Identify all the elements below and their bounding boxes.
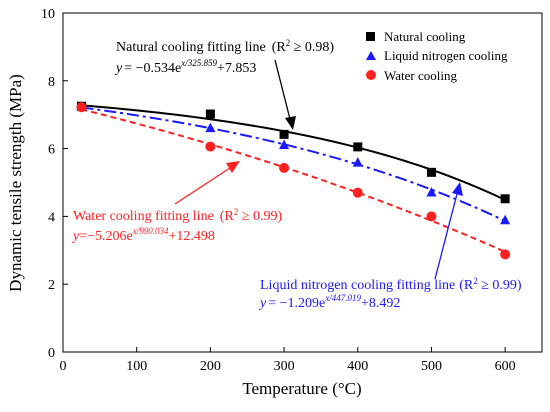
ln-fit-r2: (R <box>459 278 474 293</box>
water-cooling-point <box>426 211 437 222</box>
water-cooling-point <box>279 162 290 173</box>
svg-text:Natural cooling fitting line(R: Natural cooling fitting line (R2 ≥ 0.98) <box>116 38 334 55</box>
liquid-nitrogen-cooling-fit-line <box>81 106 506 222</box>
svg-text:y= −1.209ex/447.019+8.492: y = −1.209ex/447.019+8.492 <box>258 293 400 311</box>
natural-annotation-arrow <box>274 59 292 124</box>
data-markers <box>76 101 511 260</box>
water-fit-eq-exp: x/990.034 <box>132 226 169 236</box>
natural-fit-eq-mid: = −0.534e <box>124 61 181 76</box>
liquid-nitrogen-cooling-point <box>500 214 511 225</box>
x-tick-label: 400 <box>347 359 368 374</box>
natural-fit-eq-y: y <box>114 61 123 76</box>
water-fit-eq-y: y <box>71 229 80 244</box>
x-tick-label: 600 <box>495 359 516 374</box>
legend-label-water-cooling: Water cooling <box>384 68 457 83</box>
ln-fit-r2-tail: ≥ 0.99) <box>478 278 522 293</box>
y-tick-label: 6 <box>48 143 55 158</box>
natural-fit-label: Natural cooling fitting line <box>116 40 266 55</box>
legend-label-liquid-nitrogen-cooling: Liquid nitrogen cooling <box>384 48 508 63</box>
plot-area-frame <box>62 12 543 353</box>
annotation-natural-cooling: Natural cooling fitting line (R2 ≥ 0.98) … <box>114 38 334 130</box>
legend-marker-water-cooling <box>366 70 376 80</box>
svg-text:y= −0.534ex/325.859+7.853: y = −0.534ex/325.859+7.853 <box>114 58 256 76</box>
y-axis-label: Dynamic tensile strength (MPa) <box>6 74 25 292</box>
ln-annotation-arrowhead <box>452 182 463 196</box>
natural-cooling-point <box>426 167 436 177</box>
water-fit-r2-sup: 2 <box>234 207 239 217</box>
liquid-nitrogen-cooling-point <box>205 122 216 133</box>
water-annotation-arrow <box>174 165 234 205</box>
x-tick-label: 0 <box>60 359 67 374</box>
y-tick-label: 4 <box>48 210 55 225</box>
water-fit-label: Water cooling fitting line <box>73 209 214 224</box>
liquid-nitrogen-cooling-point <box>352 157 363 167</box>
natural-fit-r2-sup: 2 <box>286 38 291 48</box>
water-fit-eq-mid: =−5.206e <box>79 229 133 244</box>
water-fit-eq-tail: +12.498 <box>168 229 214 244</box>
legend-marker-natural-cooling <box>366 32 375 41</box>
water-cooling-point <box>352 187 363 198</box>
natural-cooling-point <box>205 109 215 119</box>
ln-fit-eq-mid: = −1.209e <box>268 296 325 311</box>
ln-fit-eq-y: y <box>258 296 267 311</box>
y-tick-label: 8 <box>48 75 55 90</box>
liquid-nitrogen-cooling-point <box>279 139 290 150</box>
natural-cooling-point <box>279 129 289 139</box>
y-tick-label: 2 <box>48 278 55 293</box>
annotation-liquid-nitrogen-cooling: Liquid nitrogen cooling fitting line (R2 … <box>258 182 522 311</box>
x-tick-label: 200 <box>200 359 221 374</box>
ln-fit-eq-tail: +8.492 <box>361 296 400 311</box>
x-tick-label: 300 <box>274 359 295 374</box>
ln-fit-label: Liquid nitrogen cooling fitting line <box>260 278 455 293</box>
natural-cooling-point <box>500 194 510 204</box>
y-tick-label: 0 <box>48 346 55 361</box>
water-cooling-point <box>500 249 511 260</box>
x-tick-label: 500 <box>421 359 442 374</box>
annotation-water-cooling: Water cooling fitting line (R2 ≥ 0.99) y=… <box>71 161 282 244</box>
water-cooling-point <box>76 102 87 113</box>
natural-annotation-arrowhead <box>285 116 296 130</box>
legend: Natural cooling Liquid nitrogen cooling … <box>366 29 508 83</box>
ln-fit-r2-sup: 2 <box>473 276 478 286</box>
water-fit-r2-tail: ≥ 0.99) <box>238 209 282 224</box>
liquid-nitrogen-cooling-point <box>426 186 437 197</box>
ln-annotation-arrow <box>434 189 459 280</box>
axes: 0 100 200 300 400 500 600 0 2 4 6 8 10 <box>41 7 516 374</box>
svg-text:y=−5.206ex/990.034+12.498: y=−5.206ex/990.034+12.498 <box>71 226 215 244</box>
natural-fit-eq-exp: x/325.859 <box>180 58 217 68</box>
x-axis-label: Temperature (°C) <box>242 379 361 398</box>
water-annotation-arrowhead <box>226 161 240 173</box>
svg-text:Water cooling fitting line(R2: Water cooling fitting line (R2 ≥ 0.99) <box>73 207 282 224</box>
water-cooling-fit-line <box>81 108 506 253</box>
legend-marker-liquid-nitrogen-cooling <box>366 51 376 60</box>
ln-fit-eq-exp: x/447.019 <box>324 293 361 303</box>
natural-fit-r2: (R <box>272 40 287 55</box>
x-tick-label: 100 <box>126 359 147 374</box>
natural-fit-eq-tail: +7.853 <box>217 61 256 76</box>
legend-label-natural-cooling: Natural cooling <box>384 29 466 44</box>
natural-fit-r2-tail: ≥ 0.98) <box>290 40 334 55</box>
water-fit-r2: (R <box>220 209 235 224</box>
svg-text:Liquid nitrogen cooling fitti: Liquid nitrogen cooling fitting line (R2 … <box>260 276 522 293</box>
y-tick-label: 10 <box>41 7 55 22</box>
water-cooling-point <box>205 141 216 152</box>
natural-cooling-point <box>353 142 363 152</box>
